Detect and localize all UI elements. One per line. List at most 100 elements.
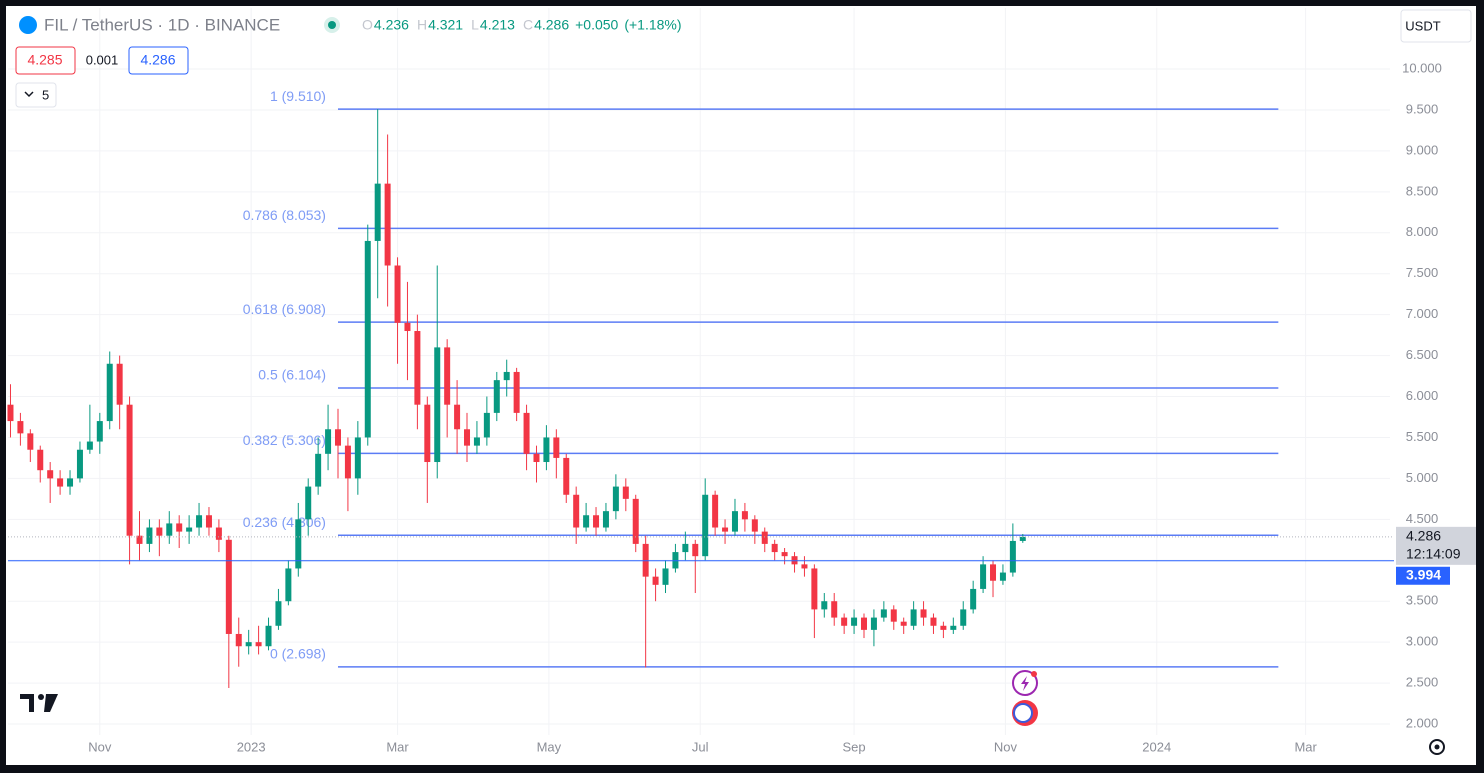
candle-body (513, 371, 520, 413)
y-tick-label: 9.000 (1406, 142, 1439, 157)
candle-body (176, 523, 183, 532)
buy-button[interactable] (128, 46, 189, 75)
candle-body (205, 515, 212, 528)
candle-body (533, 453, 540, 463)
candle-body (186, 527, 193, 532)
candle-body (265, 625, 272, 647)
currency-button[interactable] (1400, 9, 1472, 43)
candle-body (781, 552, 788, 557)
flag-icon (1013, 703, 1033, 723)
candle-body (553, 437, 560, 458)
symbol-logo (19, 16, 37, 34)
indicators-toggle[interactable] (15, 82, 57, 108)
candle-body (235, 633, 242, 647)
countdown: 12:14:09 (1406, 546, 1461, 562)
candle-body (354, 437, 361, 479)
candle-body (17, 421, 24, 434)
candle-body (632, 498, 639, 544)
last-price-box (1396, 526, 1476, 565)
candle-body (999, 572, 1006, 581)
fib-label: 1 (9.510) (270, 88, 326, 104)
x-tick-label: Sep (843, 739, 866, 754)
ohlc-value: 4.213 (480, 17, 515, 33)
candle-body (940, 625, 947, 630)
candle-body (712, 494, 719, 528)
candle-body (86, 441, 93, 450)
bid[interactable]: 4.285 (27, 52, 62, 68)
event-bolt (1021, 676, 1029, 691)
candle-body (136, 535, 143, 544)
tv-logo (20, 694, 58, 712)
fib-label: 0.786 (8.053) (243, 207, 326, 223)
y-tick-label: 5.500 (1406, 429, 1439, 444)
candle-body (652, 576, 659, 585)
price-line-box (1396, 566, 1450, 585)
x-tick-label: 2023 (237, 739, 266, 754)
y-tick-label: 8.000 (1406, 224, 1439, 239)
candle-body (483, 412, 490, 438)
candle-body (344, 445, 351, 479)
candle-body (583, 515, 590, 528)
candle-body (424, 404, 431, 463)
y-tick-label: 2.500 (1406, 675, 1439, 690)
y-tick-label: 8.500 (1406, 183, 1439, 198)
fib-label: 0.236 (4.306) (243, 514, 326, 530)
currency[interactable]: USDT (1405, 18, 1440, 33)
candle-body (126, 404, 133, 536)
candle-body (146, 527, 153, 544)
x-tick-label: Jul (692, 739, 709, 754)
x-tick-label: Nov (994, 739, 1018, 754)
candle-body (841, 617, 848, 626)
candle-body (950, 625, 957, 630)
candle-body (573, 494, 580, 528)
last-price: 4.286 (1406, 528, 1441, 544)
candle-body (761, 531, 768, 544)
candle-body (563, 457, 570, 495)
candle-body (702, 494, 709, 557)
candle-body (771, 543, 778, 553)
symbol[interactable]: FIL / TetherUS · 1D · BINANCE (44, 15, 280, 34)
candle-body (1009, 540, 1016, 573)
x-tick-label: Mar (386, 739, 409, 754)
ohlc-value: 4.236 (374, 17, 409, 33)
y-tick-label: 2.000 (1406, 715, 1439, 730)
fib-label: 0.382 (5.306) (243, 432, 326, 448)
candle-body (930, 617, 937, 626)
candle-body (523, 412, 530, 454)
fib-retracement: 1 (9.510) 0.786 (8.053) 0.618 (6.908) 0.5 (… (243, 88, 1279, 668)
candle-body (245, 642, 252, 647)
candle-body (622, 486, 629, 499)
ohlc-label: C (523, 17, 533, 33)
x-tick-label: May (537, 739, 562, 754)
candle-body (741, 511, 748, 520)
settings-icon[interactable] (1429, 739, 1445, 755)
candle-body (811, 568, 818, 610)
y-tick-label: 4.500 (1406, 511, 1439, 526)
candle-body (860, 617, 867, 630)
candle-body (255, 642, 262, 647)
y-tick-label: 7.000 (1406, 306, 1439, 321)
candle-body (116, 363, 123, 405)
y-tick-label: 7.500 (1406, 265, 1439, 280)
candle-body (325, 429, 332, 454)
candle-body (473, 437, 480, 446)
candle-body (464, 429, 471, 446)
y-tick-label: 6.000 (1406, 388, 1439, 403)
candle-body (543, 437, 550, 463)
ohlc-value: 4.286 (534, 17, 569, 33)
candle-body (285, 568, 292, 602)
candle-body (305, 486, 312, 520)
sell-button[interactable] (15, 46, 76, 75)
candle-body (662, 568, 669, 585)
candle-body (275, 601, 282, 626)
candle-body (47, 470, 54, 479)
candle-body (831, 601, 838, 618)
ask[interactable]: 4.286 (140, 52, 175, 68)
y-tick-label: 6.500 (1406, 347, 1439, 362)
candle-body (384, 183, 391, 266)
status-dot (328, 21, 336, 29)
y-tick-label: 3.500 (1406, 593, 1439, 608)
candle-body (7, 404, 14, 422)
candle-body (870, 617, 877, 630)
